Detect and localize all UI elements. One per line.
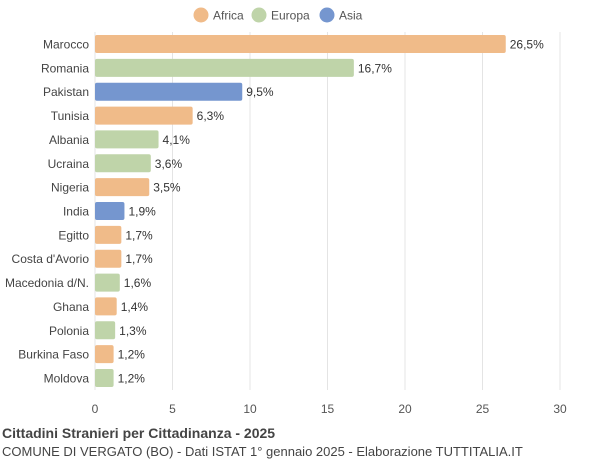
legend-swatch-asia	[319, 7, 335, 23]
x-tick-label: 0	[92, 402, 99, 416]
legend-label-africa: Africa	[213, 9, 244, 23]
x-tick-label: 25	[476, 402, 490, 416]
bar-marocco	[95, 35, 506, 53]
data-label: 1,4%	[121, 300, 149, 314]
bar-nigeria	[95, 178, 150, 197]
data-label: 1,3%	[119, 324, 147, 338]
legend-label-europa: Europa	[271, 9, 310, 23]
data-label: 26,5%	[510, 38, 544, 52]
y-category-label: Ghana	[53, 300, 89, 314]
x-tick-label: 30	[553, 402, 567, 416]
legend-label-asia: Asia	[339, 9, 363, 23]
data-label: 6,3%	[197, 109, 225, 123]
data-label: 1,6%	[124, 276, 152, 290]
y-category-label: Polonia	[49, 324, 89, 338]
y-category-label: Moldova	[44, 372, 90, 386]
y-category-label: Albania	[49, 133, 89, 147]
chart-subtitle: COMUNE DI VERGATO (BO) - Dati ISTAT 1° g…	[2, 444, 523, 459]
y-category-label: Pakistan	[43, 85, 89, 99]
data-label: 4,1%	[163, 133, 191, 147]
bar-tunisia	[95, 106, 193, 125]
data-label: 3,5%	[153, 181, 181, 195]
bar-moldova	[95, 369, 114, 387]
y-category-label: Egitto	[58, 228, 89, 242]
bar-pakistan	[95, 82, 243, 101]
data-label: 1,7%	[125, 228, 153, 242]
bar-egitto	[95, 225, 122, 244]
data-label: 3,6%	[155, 157, 183, 171]
y-category-label: Ucraina	[48, 157, 90, 171]
bar-india	[95, 202, 125, 220]
y-category-label: Nigeria	[51, 181, 89, 195]
data-label: 1,7%	[125, 252, 153, 266]
legend-swatch-africa	[193, 7, 209, 23]
y-category-label: Costa d'Avorio	[12, 252, 90, 266]
data-label: 1,2%	[118, 372, 146, 386]
bar-romania	[95, 58, 354, 77]
chart-title: Cittadini Stranieri per Cittadinanza - 2…	[2, 425, 276, 441]
legend-swatch-europa	[251, 7, 267, 23]
x-tick-label: 10	[243, 402, 257, 416]
bar-chart: 0 5 10 15 20 25 30 Marocco 26,5% Romania 16,7% Paki…	[5, 7, 567, 416]
bar-burkina-faso	[95, 345, 114, 364]
bar-albania	[95, 130, 159, 149]
bar-ucraina	[95, 154, 151, 173]
x-tick-label: 5	[169, 402, 176, 416]
data-label: 16,7%	[358, 61, 392, 75]
data-label: 9,5%	[246, 85, 274, 99]
y-category-label: Marocco	[43, 38, 89, 52]
bar-macedonia-d-n-	[95, 273, 120, 292]
y-category-label: Burkina Faso	[18, 348, 89, 362]
x-tick-label: 20	[398, 402, 412, 416]
x-tick-label: 15	[321, 402, 335, 416]
y-category-label: India	[63, 205, 89, 219]
data-label: 1,9%	[128, 205, 156, 219]
y-category-label: Tunisia	[51, 109, 90, 123]
y-category-label: Macedonia d/N.	[5, 276, 89, 290]
y-category-label: Romania	[41, 61, 89, 75]
bar-costa-d-avorio	[95, 249, 122, 268]
bar-ghana	[95, 297, 117, 316]
bar-polonia	[95, 321, 116, 340]
data-label: 1,2%	[118, 348, 146, 362]
